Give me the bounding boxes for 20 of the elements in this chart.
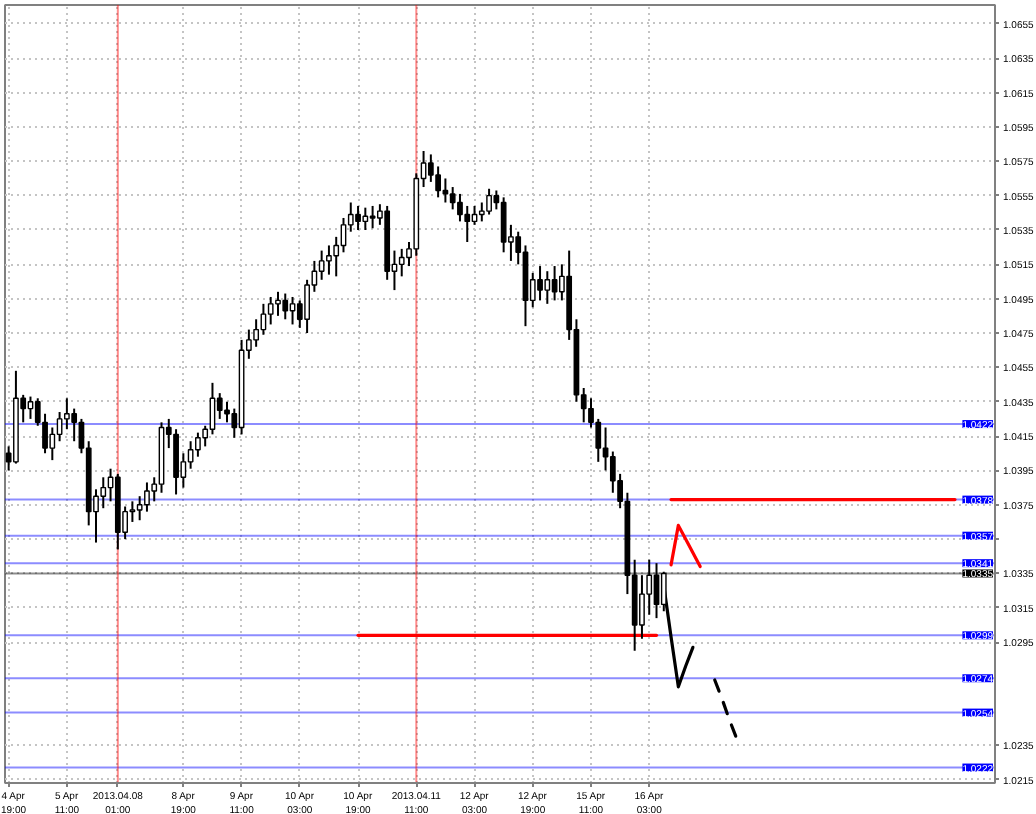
candlestick (398, 247, 405, 278)
candlestick (369, 204, 376, 230)
candlestick (267, 295, 274, 326)
candlestick (144, 481, 150, 513)
line-series (713, 678, 739, 740)
candlestick (551, 265, 558, 302)
candlestick (486, 187, 492, 216)
candlestick (500, 196, 507, 254)
candlestick (318, 249, 325, 281)
candlestick (275, 290, 281, 317)
candlestick (537, 265, 543, 302)
candlestick (187, 440, 194, 470)
candlestick (49, 426, 56, 462)
candlestick (544, 270, 551, 305)
candlestick (282, 292, 289, 321)
candlestick (326, 244, 332, 276)
line-series (669, 523, 702, 569)
candlestick (442, 177, 449, 204)
candlestick (362, 206, 369, 231)
candlestick (355, 204, 361, 231)
